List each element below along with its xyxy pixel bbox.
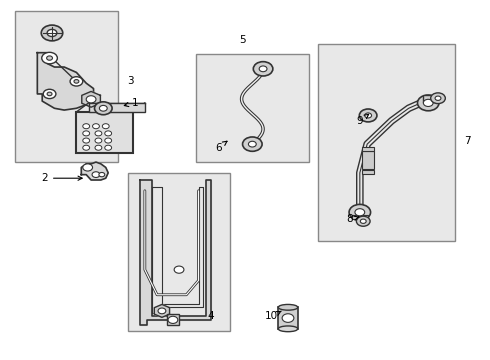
Circle shape [95, 138, 102, 143]
Polygon shape [140, 180, 211, 325]
Circle shape [41, 25, 63, 41]
Circle shape [360, 219, 366, 224]
Circle shape [417, 95, 439, 111]
Text: 9: 9 [357, 114, 368, 126]
Circle shape [243, 137, 262, 151]
Ellipse shape [278, 305, 298, 310]
Circle shape [47, 56, 52, 60]
Circle shape [423, 99, 433, 107]
Polygon shape [37, 53, 94, 110]
Circle shape [95, 102, 112, 115]
Bar [362, 147, 374, 151]
Text: 3: 3 [127, 76, 133, 86]
Circle shape [83, 131, 90, 136]
Circle shape [83, 138, 90, 143]
Circle shape [83, 164, 93, 171]
Polygon shape [82, 91, 100, 107]
Circle shape [95, 145, 102, 150]
Circle shape [47, 92, 52, 96]
Circle shape [92, 172, 100, 177]
Circle shape [105, 145, 112, 150]
Circle shape [174, 266, 184, 273]
Circle shape [43, 89, 56, 99]
Circle shape [83, 124, 90, 129]
Bar [196, 54, 309, 162]
Circle shape [365, 113, 371, 118]
Text: 8: 8 [347, 215, 359, 224]
Circle shape [47, 30, 57, 37]
Circle shape [83, 145, 90, 150]
Circle shape [158, 308, 166, 314]
Bar [167, 315, 179, 325]
Circle shape [105, 138, 112, 143]
Text: 5: 5 [239, 35, 246, 45]
Circle shape [102, 124, 109, 129]
Circle shape [168, 316, 178, 323]
Circle shape [355, 209, 365, 216]
Circle shape [253, 62, 273, 76]
Ellipse shape [278, 326, 298, 332]
Circle shape [435, 96, 441, 100]
Circle shape [42, 52, 57, 64]
Bar [76, 112, 133, 153]
Circle shape [349, 204, 370, 220]
Circle shape [99, 172, 105, 177]
Circle shape [74, 80, 79, 83]
Text: 7: 7 [464, 136, 470, 145]
Circle shape [248, 141, 256, 147]
Circle shape [431, 93, 445, 104]
Polygon shape [154, 305, 170, 318]
Text: 10: 10 [265, 311, 281, 321]
Bar [362, 151, 374, 169]
Text: 4: 4 [207, 311, 214, 321]
Circle shape [259, 66, 267, 72]
Bar [128, 173, 230, 330]
Circle shape [86, 96, 96, 103]
Bar [89, 103, 145, 112]
Circle shape [70, 77, 83, 86]
Text: 1: 1 [124, 98, 138, 108]
Bar [362, 170, 374, 174]
Bar [423, 95, 441, 102]
Bar [318, 44, 455, 241]
Circle shape [359, 109, 377, 122]
Circle shape [282, 314, 294, 322]
Polygon shape [81, 162, 108, 180]
Bar [278, 307, 298, 329]
Bar [351, 215, 368, 220]
Circle shape [93, 124, 99, 129]
Circle shape [95, 131, 102, 136]
Text: 2: 2 [41, 173, 82, 183]
Text: 6: 6 [215, 141, 227, 153]
Circle shape [105, 131, 112, 136]
Circle shape [356, 216, 370, 226]
Bar [15, 12, 118, 162]
Circle shape [99, 105, 107, 111]
